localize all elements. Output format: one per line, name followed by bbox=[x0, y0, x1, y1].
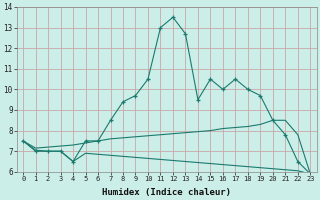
X-axis label: Humidex (Indice chaleur): Humidex (Indice chaleur) bbox=[102, 188, 231, 197]
